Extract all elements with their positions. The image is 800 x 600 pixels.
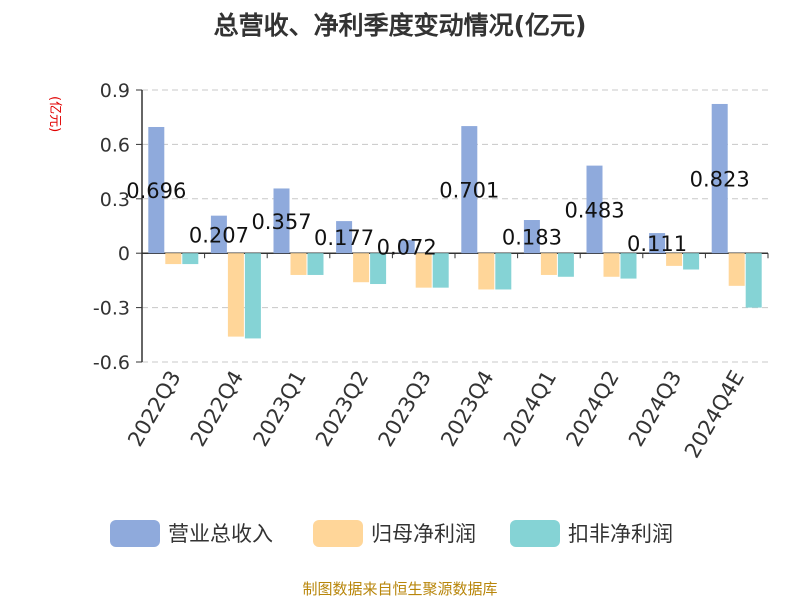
legend-swatch-net-profit	[313, 519, 363, 547]
bar-2024Q2-series-0	[586, 165, 603, 254]
bar-2023Q3-series-1	[415, 253, 432, 288]
bar-2024Q2-series-1	[603, 253, 620, 277]
bar-2022Q3-series-2	[182, 253, 199, 265]
legend-item-revenue[interactable]: 营业总收入	[110, 518, 273, 548]
bar-2022Q4-series-2	[244, 253, 261, 339]
bar-2022Q4-series-0	[210, 215, 227, 254]
chart-title: 总营收、净利季度变动情况(亿元)	[213, 11, 587, 40]
bar-2023Q4-series-0	[461, 126, 478, 254]
x-tick-label: 2024Q2	[561, 367, 623, 451]
y-tick-label: 0	[118, 243, 130, 265]
bar-2024Q2-series-2	[620, 253, 637, 279]
y-tick-label: -0.3	[93, 298, 130, 320]
bar-2024Q1-series-0	[523, 220, 540, 254]
bar-2023Q4-series-2	[495, 253, 512, 290]
data-label: 0.111	[627, 232, 687, 256]
bar-2023Q1-series-2	[307, 253, 324, 275]
legend-label-revenue: 营业总收入	[168, 522, 273, 546]
bar-2024Q1-series-1	[540, 253, 557, 275]
x-tick-label: 2022Q3	[123, 367, 185, 451]
legend-swatch-revenue	[110, 519, 160, 547]
data-label: 0.357	[251, 210, 311, 234]
bar-2024Q4E-series-0	[711, 103, 728, 254]
y-tick-label: 0.3	[100, 189, 130, 211]
x-tick-label: 2023Q1	[248, 367, 310, 451]
data-label: 0.177	[314, 226, 374, 250]
bar-2023Q3-series-2	[432, 253, 449, 288]
data-label: 0.696	[126, 179, 186, 203]
y-tick-label: 0.9	[100, 80, 130, 102]
y-tick-label: 0.6	[100, 134, 130, 156]
x-tick-label: 2024Q1	[499, 367, 561, 451]
x-tick-label: 2023Q4	[436, 367, 498, 451]
data-label: 0.483	[564, 198, 624, 222]
bar-2022Q4-series-1	[227, 253, 244, 337]
legend-swatch-deducted-net-profit	[510, 519, 560, 547]
bar-2024Q3-series-1	[666, 253, 683, 266]
bar-2022Q3-series-1	[165, 253, 182, 265]
bar-2023Q4-series-1	[478, 253, 495, 290]
data-label: 0.207	[189, 223, 249, 247]
bar-2023Q2-series-1	[353, 253, 370, 283]
bar-2023Q1-series-1	[290, 253, 307, 275]
bar-2023Q2-series-2	[370, 253, 387, 285]
legend-label-deducted-net-profit: 扣非净利润	[568, 522, 673, 546]
data-label: 0.183	[502, 226, 562, 250]
bar-2024Q4E-series-1	[728, 253, 745, 286]
y-tick-label: -0.6	[93, 352, 130, 374]
legend-item-net-profit[interactable]: 归母净利润	[313, 518, 476, 548]
x-tick-label: 2023Q2	[311, 367, 373, 451]
bar-2024Q3-series-2	[683, 253, 700, 270]
x-tick-label: 2023Q3	[374, 367, 436, 451]
bar-2023Q1-series-0	[273, 188, 290, 254]
x-tick-label: 2024Q3	[624, 367, 686, 451]
source-footer: 制图数据来自恒生聚源数据库	[302, 580, 498, 598]
bar-2024Q4E-series-2	[745, 253, 762, 308]
x-tick-label: 2022Q4	[186, 367, 248, 451]
legend-label-net-profit: 归母净利润	[371, 522, 476, 546]
x-tick-label: 2024Q4E	[680, 367, 749, 463]
legend-item-deducted-net-profit[interactable]: 扣非净利润	[510, 518, 673, 548]
bar-2023Q3-series-0	[398, 240, 415, 254]
bar-2024Q3-series-0	[649, 233, 666, 254]
bar-2023Q2-series-0	[336, 221, 353, 254]
data-label: 0.823	[690, 168, 750, 192]
bar-2022Q3-series-0	[148, 126, 165, 254]
data-label: 0.701	[439, 179, 499, 203]
bar-2024Q1-series-2	[557, 253, 574, 277]
data-label: 0.072	[377, 236, 437, 260]
